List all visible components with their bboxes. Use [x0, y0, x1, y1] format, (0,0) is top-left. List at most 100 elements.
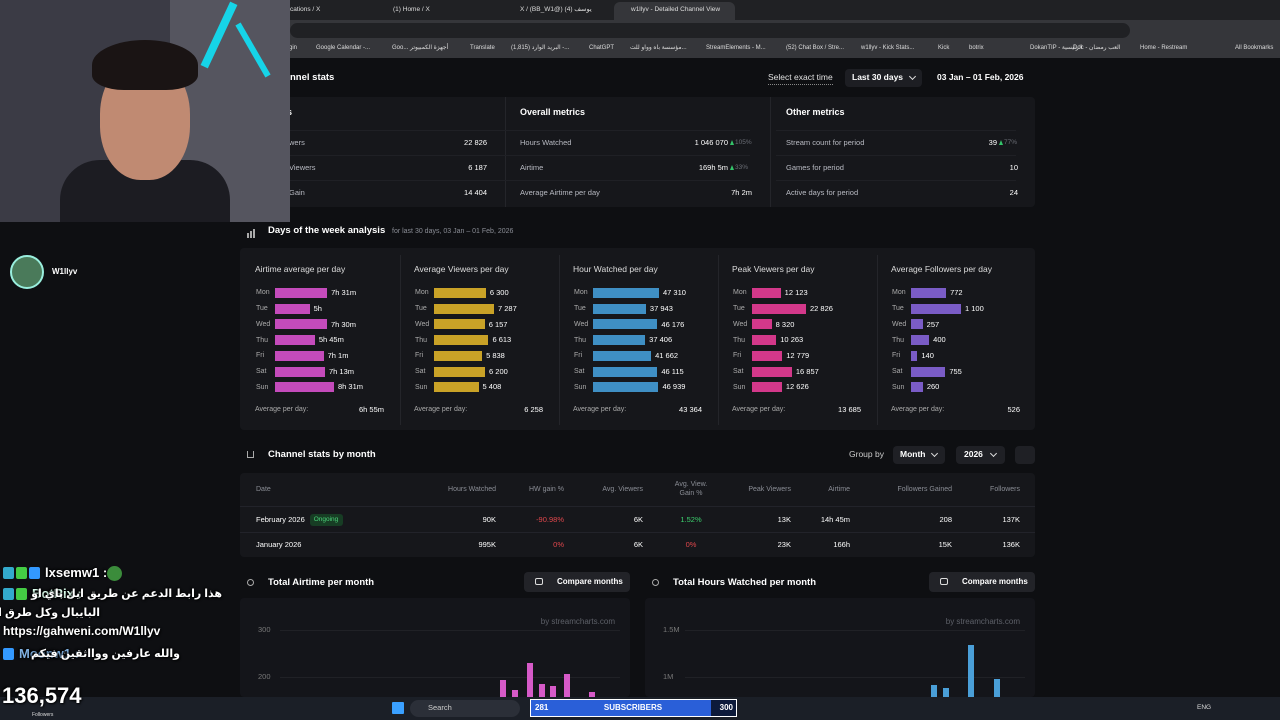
bookmark[interactable]: Translate [470, 45, 495, 52]
bar [589, 692, 595, 697]
tab-title[interactable]: (1) Home / X [393, 5, 430, 13]
average-value: 6h 55m [358, 405, 384, 415]
tab-title[interactable]: X / (BB_W1@) يوسف (4) [520, 5, 592, 13]
day-label: Sun [892, 383, 905, 391]
webcam-hair [92, 40, 198, 90]
metric-label: Games for period [786, 163, 844, 173]
year-value: 2026 [964, 449, 983, 460]
bookmark[interactable]: (1,815) البريد الوارد -... [511, 45, 570, 52]
chat-badge [16, 588, 27, 600]
bookmark[interactable]: Kick [938, 45, 950, 52]
bar [911, 382, 923, 393]
date-cell: February 2026 [256, 515, 305, 525]
panel-divider [718, 255, 719, 425]
day-label: Thu [733, 336, 746, 344]
chart-title: Airtime average per day [255, 264, 346, 275]
bookmark[interactable]: StreamElements - M... [706, 45, 766, 52]
day-label: Tue [892, 305, 904, 313]
day-label: Wed [574, 320, 589, 328]
period-label: Last 30 days [852, 72, 904, 83]
bookmark[interactable]: botrix [969, 45, 984, 52]
chart-icon [247, 233, 249, 238]
column-header: Date [256, 486, 271, 494]
average-label: Average per day: [891, 406, 945, 414]
bookmark[interactable]: Doc - العب رمضان [1073, 45, 1121, 52]
day-label: Thu [574, 336, 587, 344]
metric-label: wers [289, 138, 305, 148]
tab-title[interactable]: cations / X [290, 5, 321, 13]
bar-value-label: 10 263 [780, 335, 804, 345]
chart-icon [247, 579, 254, 586]
average-value: 13 685 [838, 405, 861, 415]
start-button[interactable] [392, 702, 404, 714]
follower-count: 136,574 [2, 682, 82, 708]
bookmark[interactable]: Google Calendar -... [316, 45, 371, 52]
bar [539, 683, 545, 697]
bookmark[interactable]: Home - Restream [1140, 45, 1188, 52]
bookmark[interactable]: gin [289, 45, 298, 52]
bar [752, 319, 772, 330]
table-cell: 23K [777, 540, 791, 550]
bar-value-label: 8h 31m [338, 382, 364, 392]
bookmark[interactable]: مؤسسة باه وواو للت... [630, 45, 687, 52]
tab-title[interactable]: w1llyv - Detailed Channel View [631, 5, 721, 13]
bookmark[interactable]: All Bookmarks [1235, 45, 1274, 52]
y-tick-label: 300 [258, 625, 271, 635]
bar [275, 350, 324, 361]
period-dropdown[interactable] [845, 69, 922, 87]
group-by-label: Group by [849, 449, 884, 460]
bookmark[interactable]: (52) Chat Box / Stre... [786, 45, 845, 52]
bar-value-label: 7 287 [498, 303, 517, 313]
compare-icon [535, 578, 543, 585]
bar [593, 319, 658, 330]
bar [593, 366, 658, 377]
compare-button[interactable] [524, 572, 630, 592]
table-cell: 90K [482, 515, 496, 525]
group-by-dropdown[interactable] [893, 446, 945, 464]
table-cell: 208 [939, 515, 952, 525]
chat-badge [3, 588, 14, 600]
day-label: Tue [256, 305, 268, 313]
bar-value-label: 46 176 [661, 319, 685, 329]
active-tab[interactable] [614, 2, 735, 20]
chat-badge [29, 567, 40, 579]
bookmark[interactable]: Goo... أجهزة الكمبيوتر [392, 45, 449, 52]
average-value: 6 258 [524, 405, 543, 415]
chart-title: Total Airtime per month [268, 576, 375, 588]
row-divider [776, 180, 1016, 181]
bar [752, 303, 806, 314]
table-cell: 137K [1002, 515, 1020, 525]
row-divider [279, 180, 519, 181]
metric-label: Stream count for period [786, 138, 865, 148]
search-label: Search [428, 703, 452, 713]
bar [275, 319, 327, 330]
day-label: Wed [733, 320, 748, 328]
average-label: Average per day: [255, 406, 309, 414]
bar-value-label: 6 300 [489, 288, 509, 298]
chat-message: هذا رابط الدعم عن طريق ايل باي او [31, 587, 222, 600]
select-exact-time[interactable]: Select exact time [768, 72, 833, 85]
bar [911, 288, 947, 298]
day-label: Sat [733, 367, 744, 375]
chat-message: https://gahweni.com/W1llyv [3, 624, 161, 639]
bar-value-label: 7h 1m [327, 350, 349, 360]
bookmark[interactable]: ChatGPT [589, 45, 615, 52]
download-button[interactable] [1015, 446, 1035, 464]
compare-button[interactable] [929, 572, 1035, 592]
table-cell: 15K [938, 540, 952, 550]
watermark: by streamcharts.com [945, 616, 1020, 626]
bookmark[interactable]: DokanTIP - الرئيسية [1030, 45, 1083, 52]
bar [434, 366, 486, 377]
bar [434, 288, 486, 298]
year-dropdown[interactable] [956, 446, 1005, 464]
table-cell: 0% [685, 540, 697, 550]
bookmark[interactable]: w1llyv - Kick Stats... [861, 45, 915, 52]
day-label: Fri [415, 352, 424, 360]
column-divider [770, 97, 771, 207]
row-divider [240, 506, 1035, 507]
day-label: Mon [415, 289, 429, 297]
metric-change: 77% [1004, 138, 1018, 146]
bar [500, 680, 506, 697]
chart-title: Average Viewers per day [414, 264, 509, 275]
search-box[interactable] [410, 700, 520, 717]
